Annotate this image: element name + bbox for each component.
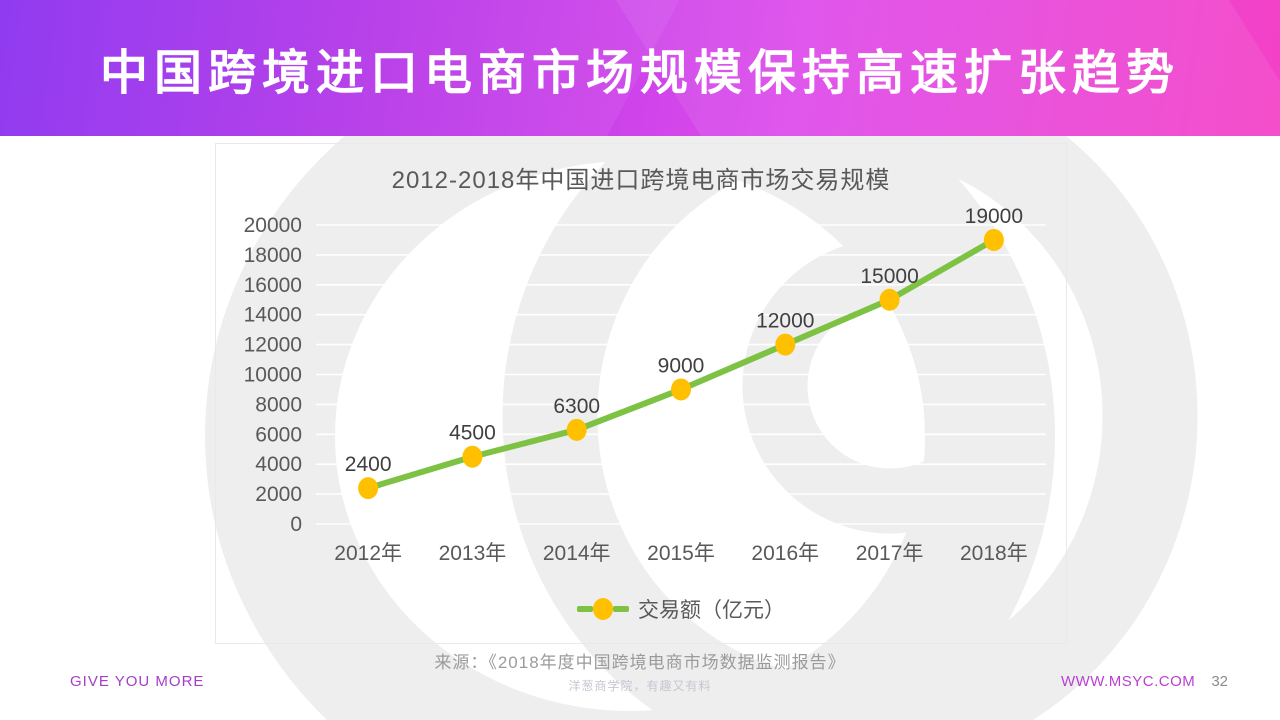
- slide-header: 中国跨境进口电商市场规模保持高速扩张趋势: [0, 0, 1280, 136]
- data-label: 6300: [553, 395, 600, 418]
- page-number: 32: [1211, 673, 1228, 690]
- data-point: [983, 228, 1004, 251]
- source-citation: 来源：《2018年度中国跨境电商市场数据监测报告》: [434, 653, 846, 672]
- data-label: 4500: [449, 422, 496, 445]
- y-axis-tick-label: 6000: [255, 423, 302, 446]
- footer-website-url: WWW.MSYC.COM: [1060, 673, 1196, 690]
- legend-label: 交易额（亿元）: [638, 599, 785, 622]
- data-label: 2400: [345, 453, 392, 476]
- data-point: [671, 378, 691, 401]
- y-axis-tick-label: 8000: [255, 393, 302, 416]
- x-axis-tick-label: 2013年: [439, 542, 507, 565]
- y-axis-tick-label: 10000: [244, 364, 302, 387]
- footer-right-group: WWW.MSYC.COM 32: [1061, 673, 1228, 690]
- chart-card: 0 2000 4000 6000 8000 10000 12000 14000 16000 180…: [215, 143, 1067, 644]
- x-axis-tick-label: 2016年: [751, 542, 819, 565]
- x-axis-tick-label: 2018年: [960, 542, 1028, 565]
- data-label: 19000: [965, 205, 1023, 228]
- data-point: [775, 333, 796, 356]
- data-label: 12000: [756, 310, 814, 333]
- y-axis-tick-label: 2000: [255, 483, 302, 506]
- data-point: [879, 288, 900, 311]
- chart-legend: 交易额（亿元）: [577, 594, 785, 624]
- data-label: 9000: [658, 354, 705, 377]
- y-axis-tick-label: 20000: [244, 214, 302, 237]
- footer-slogan: GIVE YOU MORE: [70, 673, 205, 690]
- slide-title: 中国跨境进口电商市场规模保持高速扩张趋势: [99, 47, 1180, 100]
- y-axis-tick-label: 0: [290, 513, 302, 536]
- data-point: [358, 477, 379, 500]
- y-axis-tick-label: 18000: [244, 244, 302, 267]
- y-axis-tick-label: 4000: [255, 453, 302, 476]
- transaction-chart: 0 2000 4000 6000 8000 10000 12000 14000 16000 180…: [244, 205, 1046, 565]
- watermark-logo: [205, 136, 1198, 720]
- data-point: [566, 418, 587, 441]
- x-axis-tick-label: 2014年: [543, 542, 611, 565]
- data-point: [462, 445, 483, 468]
- y-axis-tick-label: 16000: [244, 274, 302, 297]
- legend-line-marker-icon: [577, 598, 629, 620]
- x-axis-tick-label: 2017年: [856, 542, 924, 565]
- footer-brand-text: 洋葱商学院，有趣又有料: [568, 679, 712, 693]
- x-axis-tick-label: 2015年: [647, 542, 715, 565]
- slide-body: 0 2000 4000 6000 8000 10000 12000 14000 16000 180…: [0, 136, 1280, 720]
- chart-title: 2012-2018年中国进口跨境电商市场交易规模: [391, 167, 891, 194]
- y-axis-tick-label: 12000: [244, 334, 302, 357]
- y-axis-tick-label: 14000: [244, 304, 302, 327]
- x-axis-tick-label: 2012年: [334, 542, 402, 565]
- data-label: 15000: [860, 265, 918, 288]
